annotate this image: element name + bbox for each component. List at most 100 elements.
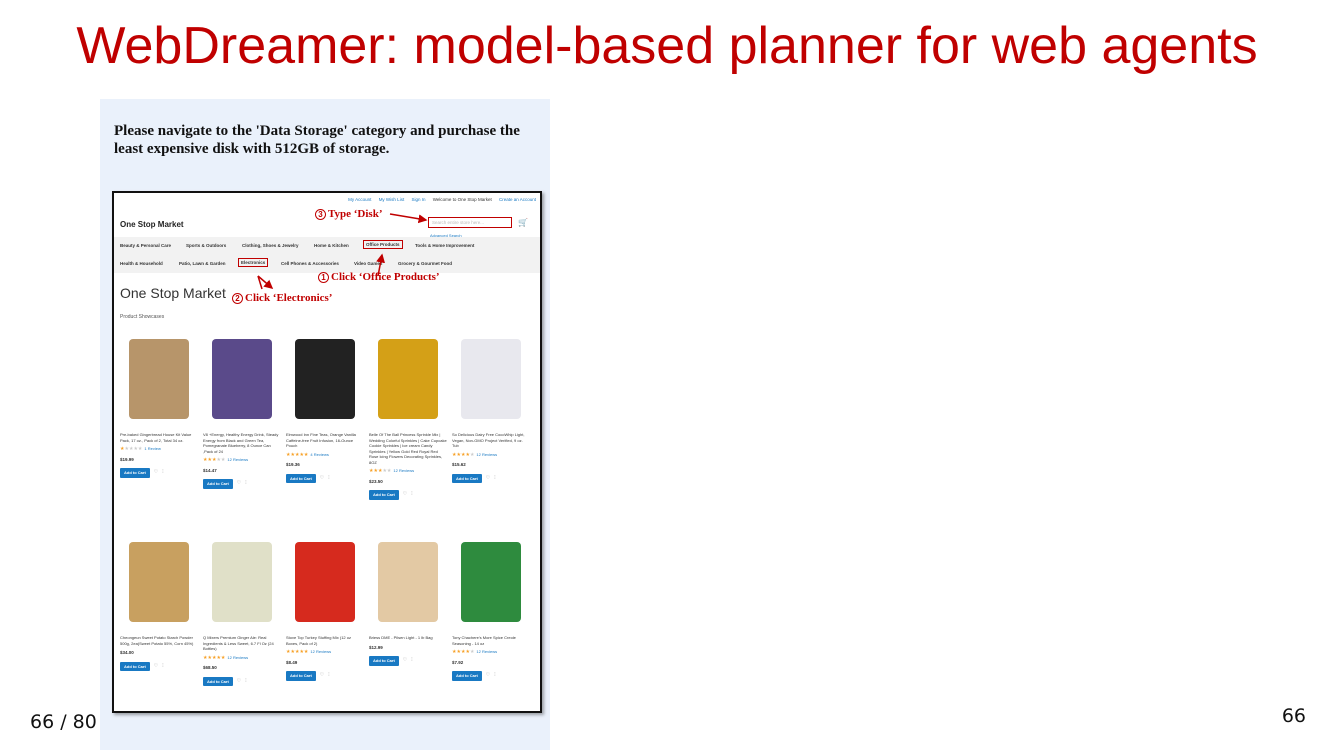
site-logo[interactable]: One Stop Market [120, 220, 184, 229]
product-card[interactable]: Belle Of The Ball Princess Sprinkle Mix … [369, 330, 447, 500]
step-1-badge: 1 [318, 271, 329, 283]
nav-home-kitchen[interactable]: Home & Kitchen [314, 243, 349, 248]
wishlist-heart-icon[interactable]: ♡ [236, 677, 242, 684]
product-price: $8.49 [286, 659, 298, 665]
wishlist-heart-icon[interactable]: ♡ [485, 672, 491, 678]
product-image[interactable] [369, 330, 447, 428]
product-card[interactable]: Q Mixers Premium Ginger Ale: Real Ingred… [203, 533, 281, 686]
add-to-cart-button[interactable]: Add to Cart [286, 671, 316, 681]
nav-grocery[interactable]: Grocery & Gourmet Food [398, 261, 453, 266]
nav-cell-phones[interactable]: Cell Phones & Accessories [281, 261, 339, 266]
add-to-cart-button[interactable]: Add to Cart [120, 468, 150, 478]
nav-tools[interactable]: Tools & Home Improvement [415, 243, 475, 248]
product-card[interactable]: Cheongeun Sweet Potato Starch Powder 500… [120, 533, 198, 671]
wishlist-heart-icon[interactable]: ♡ [153, 469, 159, 475]
nav-office-products[interactable]: Office Products [363, 240, 403, 249]
product-name[interactable]: So Delicious Dairy Free CocoWhip Light, … [452, 432, 525, 448]
my-account-link[interactable]: My Account [348, 197, 372, 202]
product-card[interactable]: Briess DME - Pilsen Light - 1 lb Bag $12.… [369, 533, 447, 666]
product-image[interactable] [452, 330, 530, 428]
compare-icon[interactable]: ⫶ [494, 474, 496, 481]
compare-icon[interactable]: ⫶ [162, 469, 164, 475]
compare-icon[interactable]: ⫶ [245, 677, 247, 684]
product-image[interactable] [286, 330, 364, 428]
compare-icon[interactable]: ⫶ [411, 491, 413, 497]
product-card[interactable]: Tony Chachere's More Spice Creole Season… [452, 533, 530, 681]
product-image[interactable] [286, 533, 364, 631]
add-to-cart-button[interactable]: Add to Cart [452, 671, 482, 681]
reviews-link[interactable]: 12 Reviews [476, 649, 498, 654]
add-to-cart-button[interactable]: Add to Cart [203, 479, 233, 489]
reviews-link[interactable]: 12 Reviews [227, 457, 249, 462]
add-to-cart-button[interactable]: Add to Cart [120, 661, 150, 671]
rating-stars: ★★★★★ 12 Reviews [203, 655, 281, 662]
stars-glyphs: ★★★★★ [203, 654, 226, 661]
wishlist-heart-icon[interactable]: ♡ [402, 491, 408, 497]
product-price: $7.92 [452, 659, 464, 665]
create-account-link[interactable]: Create an Account [498, 197, 536, 202]
wishlist-heart-icon[interactable]: ♡ [153, 662, 159, 669]
add-to-cart-button[interactable]: Add to Cart [203, 676, 233, 686]
product-name[interactable]: Q Mixers Premium Ginger Ale: Real Ingred… [203, 635, 274, 651]
nav-health[interactable]: Health & Household [120, 261, 163, 266]
product-card[interactable]: V8 +Energy, Healthy Energy Drink, Steady… [203, 330, 281, 489]
product-name[interactable]: Pre-baked Gingerbread House Kit Value Pa… [120, 432, 192, 443]
compare-icon[interactable]: ⫶ [245, 480, 247, 486]
add-to-cart-button[interactable]: Add to Cart [369, 656, 399, 666]
category-nav-row-2: Health & Household Patio, Lawn & Garden … [114, 255, 540, 273]
search-input[interactable]: Search entire store here... [428, 217, 512, 228]
product-name[interactable]: Elmwood Inn Fine Teas, Orange Vanilla Ca… [286, 432, 356, 448]
advanced-search-link[interactable]: Advanced Search [430, 233, 462, 238]
product-image[interactable] [369, 533, 447, 631]
nav-electronics[interactable]: Electronics [238, 258, 269, 267]
product-card[interactable]: So Delicious Dairy Free CocoWhip Light, … [452, 330, 530, 483]
product-actions: Add to Cart ♡ ⫶ [369, 656, 447, 666]
product-image[interactable] [203, 330, 281, 428]
product-name[interactable]: Briess DME - Pilsen Light - 1 lb Bag [369, 635, 433, 640]
product-name[interactable]: Cheongeun Sweet Potato Starch Powder 500… [120, 635, 194, 646]
reviews-link[interactable]: 12 Reviews [393, 468, 415, 473]
wishlist-heart-icon[interactable]: ♡ [485, 474, 491, 481]
product-image[interactable] [120, 330, 198, 428]
add-to-cart-button[interactable]: Add to Cart [452, 473, 482, 483]
annotation-2-text: Click ‘Electronics’ [245, 292, 333, 304]
add-to-cart-button[interactable]: Add to Cart [369, 490, 399, 500]
product-card[interactable]: Elmwood Inn Fine Teas, Orange Vanilla Ca… [286, 330, 364, 483]
nav-patio[interactable]: Patio, Lawn & Garden [179, 261, 226, 266]
product-card[interactable]: Pre-baked Gingerbread House Kit Value Pa… [120, 330, 198, 478]
reviews-link[interactable]: 12 Reviews [227, 654, 249, 660]
product-image[interactable] [120, 533, 198, 631]
nav-beauty[interactable]: Beauty & Personal Care [120, 243, 172, 248]
compare-icon[interactable]: ⫶ [411, 657, 413, 663]
compare-icon[interactable]: ⫶ [328, 474, 330, 481]
product-name[interactable]: Tony Chachere's More Spice Creole Season… [452, 635, 516, 646]
product-name[interactable]: Belle Of The Ball Princess Sprinkle Mix … [369, 432, 447, 465]
wishlist-heart-icon[interactable]: ♡ [402, 657, 408, 663]
product-actions: Add to Cart ♡ ⫶ [452, 671, 530, 681]
product-card[interactable]: Stove Top Turkey Stuffing Mix (12 oz Box… [286, 533, 364, 681]
product-image[interactable] [452, 533, 530, 631]
wishlist-heart-icon[interactable]: ♡ [319, 474, 325, 481]
compare-icon[interactable]: ⫶ [494, 672, 496, 678]
wishlist-heart-icon[interactable]: ♡ [236, 480, 242, 486]
reviews-link[interactable]: 1 Review [144, 446, 161, 451]
wishlist-heart-icon[interactable]: ♡ [319, 672, 325, 678]
reviews-link[interactable]: 12 Reviews [476, 451, 498, 457]
product-image[interactable] [203, 533, 281, 631]
rating-stars: ★★★★★ 12 Reviews [369, 468, 447, 475]
nav-sports[interactable]: Sports & Outdoors [186, 243, 227, 248]
sign-in-link[interactable]: Sign In [411, 197, 426, 202]
product-name[interactable]: V8 +Energy, Healthy Energy Drink, Steady… [203, 432, 279, 454]
nav-clothing[interactable]: Clothing, Shoes & Jewelry [242, 243, 299, 248]
compare-icon[interactable]: ⫶ [162, 662, 164, 669]
reviews-link[interactable]: 12 Reviews [310, 649, 332, 654]
reviews-link[interactable]: 4 Reviews [310, 451, 329, 457]
nav-video-games[interactable]: Video Games [354, 261, 383, 266]
add-to-cart-button[interactable]: Add to Cart [286, 473, 316, 483]
rating-stars: ★★★★★ 12 Reviews [452, 649, 530, 656]
product-name[interactable]: Stove Top Turkey Stuffing Mix (12 oz Box… [286, 635, 351, 646]
wish-list-link[interactable]: My Wish List [378, 197, 405, 202]
cart-icon[interactable]: 🛒 [518, 218, 528, 227]
arrow-office-products [376, 253, 386, 277]
compare-icon[interactable]: ⫶ [328, 672, 330, 678]
